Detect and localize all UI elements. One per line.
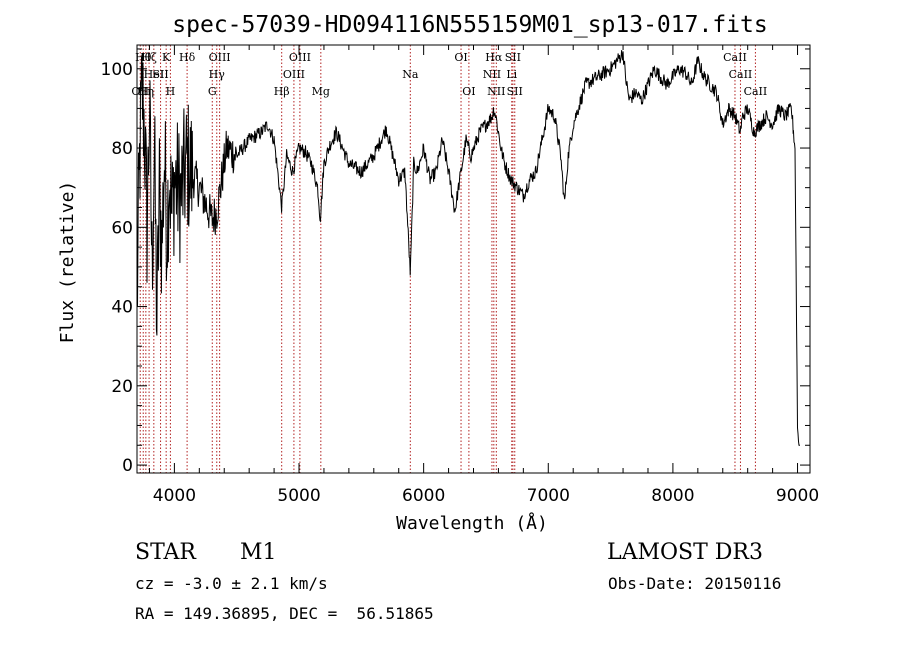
line-marker-label: Hγ — [209, 68, 226, 81]
line-marker-label: Hα — [485, 51, 503, 64]
spectral-subclass: M1 — [240, 540, 277, 565]
x-axis-label: Wavelength (Å) — [396, 512, 548, 534]
plot-frame — [136, 44, 811, 474]
line-marker-label: SII — [505, 51, 521, 64]
y-tick-label: 40 — [111, 298, 133, 318]
axis-ticks — [137, 45, 810, 473]
y-axis-label: Flux (relative) — [57, 181, 78, 344]
y-tick-label: 20 — [111, 377, 133, 397]
coordinates: RA = 149.36895, DEC = 56.51865 — [135, 604, 434, 623]
line-marker-label: Na — [402, 68, 419, 81]
object-type: STAR — [135, 540, 196, 565]
line-marker-label: OIII — [289, 51, 311, 64]
line-marker-label: CaII — [723, 51, 747, 64]
line-marker-label: OIII — [209, 51, 231, 64]
line-marker-label: NII — [483, 68, 501, 81]
line-marker-label: Hβ — [274, 85, 290, 98]
y-tick-label: 80 — [111, 139, 133, 159]
y-tick-label: 100 — [101, 60, 133, 80]
line-marker-label: Li — [506, 68, 517, 81]
x-tick-label: 7000 — [527, 486, 570, 506]
line-marker-label: HeI — [144, 68, 164, 81]
line-marker-label: Hθ — [135, 51, 152, 64]
y-tick-label: 0 — [122, 456, 133, 476]
line-marker-label: NII — [487, 85, 505, 98]
line-marker-label: CaII — [729, 68, 753, 81]
observation-date: Obs-Date: 20150116 — [608, 574, 782, 593]
line-marker-label: Mg — [312, 85, 330, 98]
series-layer — [136, 50, 800, 446]
line-markers — [139, 45, 756, 473]
line-marker-label: SII — [152, 68, 168, 81]
survey-name: LAMOST DR3 — [607, 540, 763, 565]
x-tick-label: 5000 — [277, 486, 320, 506]
line-marker-label: CaII — [744, 85, 768, 98]
line-marker-label: G — [208, 85, 217, 98]
line-marker-label: OIII — [283, 68, 305, 81]
x-tick-label: 6000 — [402, 486, 445, 506]
axis-tick-labels: 4000 5000 6000 7000 8000 9000 0 20 40 60 80 100 — [101, 60, 820, 506]
line-marker-label: OI — [454, 51, 467, 64]
chart-title: spec-57039-HD094116N555159M01_sp13-017.f… — [172, 12, 767, 38]
line-marker-labels: OIIHθHηHζHeISIIKHHδGHγOIIIHβOIIIOIIIMgNa… — [131, 51, 767, 98]
redshift-cz: cz = -3.0 ± 2.1 km/s — [135, 574, 328, 593]
spectrum-line — [136, 50, 800, 446]
y-tick-label: 60 — [111, 218, 133, 238]
line-marker-label: H — [166, 85, 176, 98]
line-marker-label: SII — [507, 85, 523, 98]
x-tick-label: 8000 — [651, 486, 694, 506]
line-marker-label: Hδ — [179, 51, 196, 64]
x-tick-label: 9000 — [776, 486, 819, 506]
line-marker-label: K — [162, 51, 171, 64]
x-tick-label: 4000 — [153, 486, 196, 506]
line-marker-label: Hζ — [141, 51, 157, 64]
line-marker-label: OI — [462, 85, 475, 98]
